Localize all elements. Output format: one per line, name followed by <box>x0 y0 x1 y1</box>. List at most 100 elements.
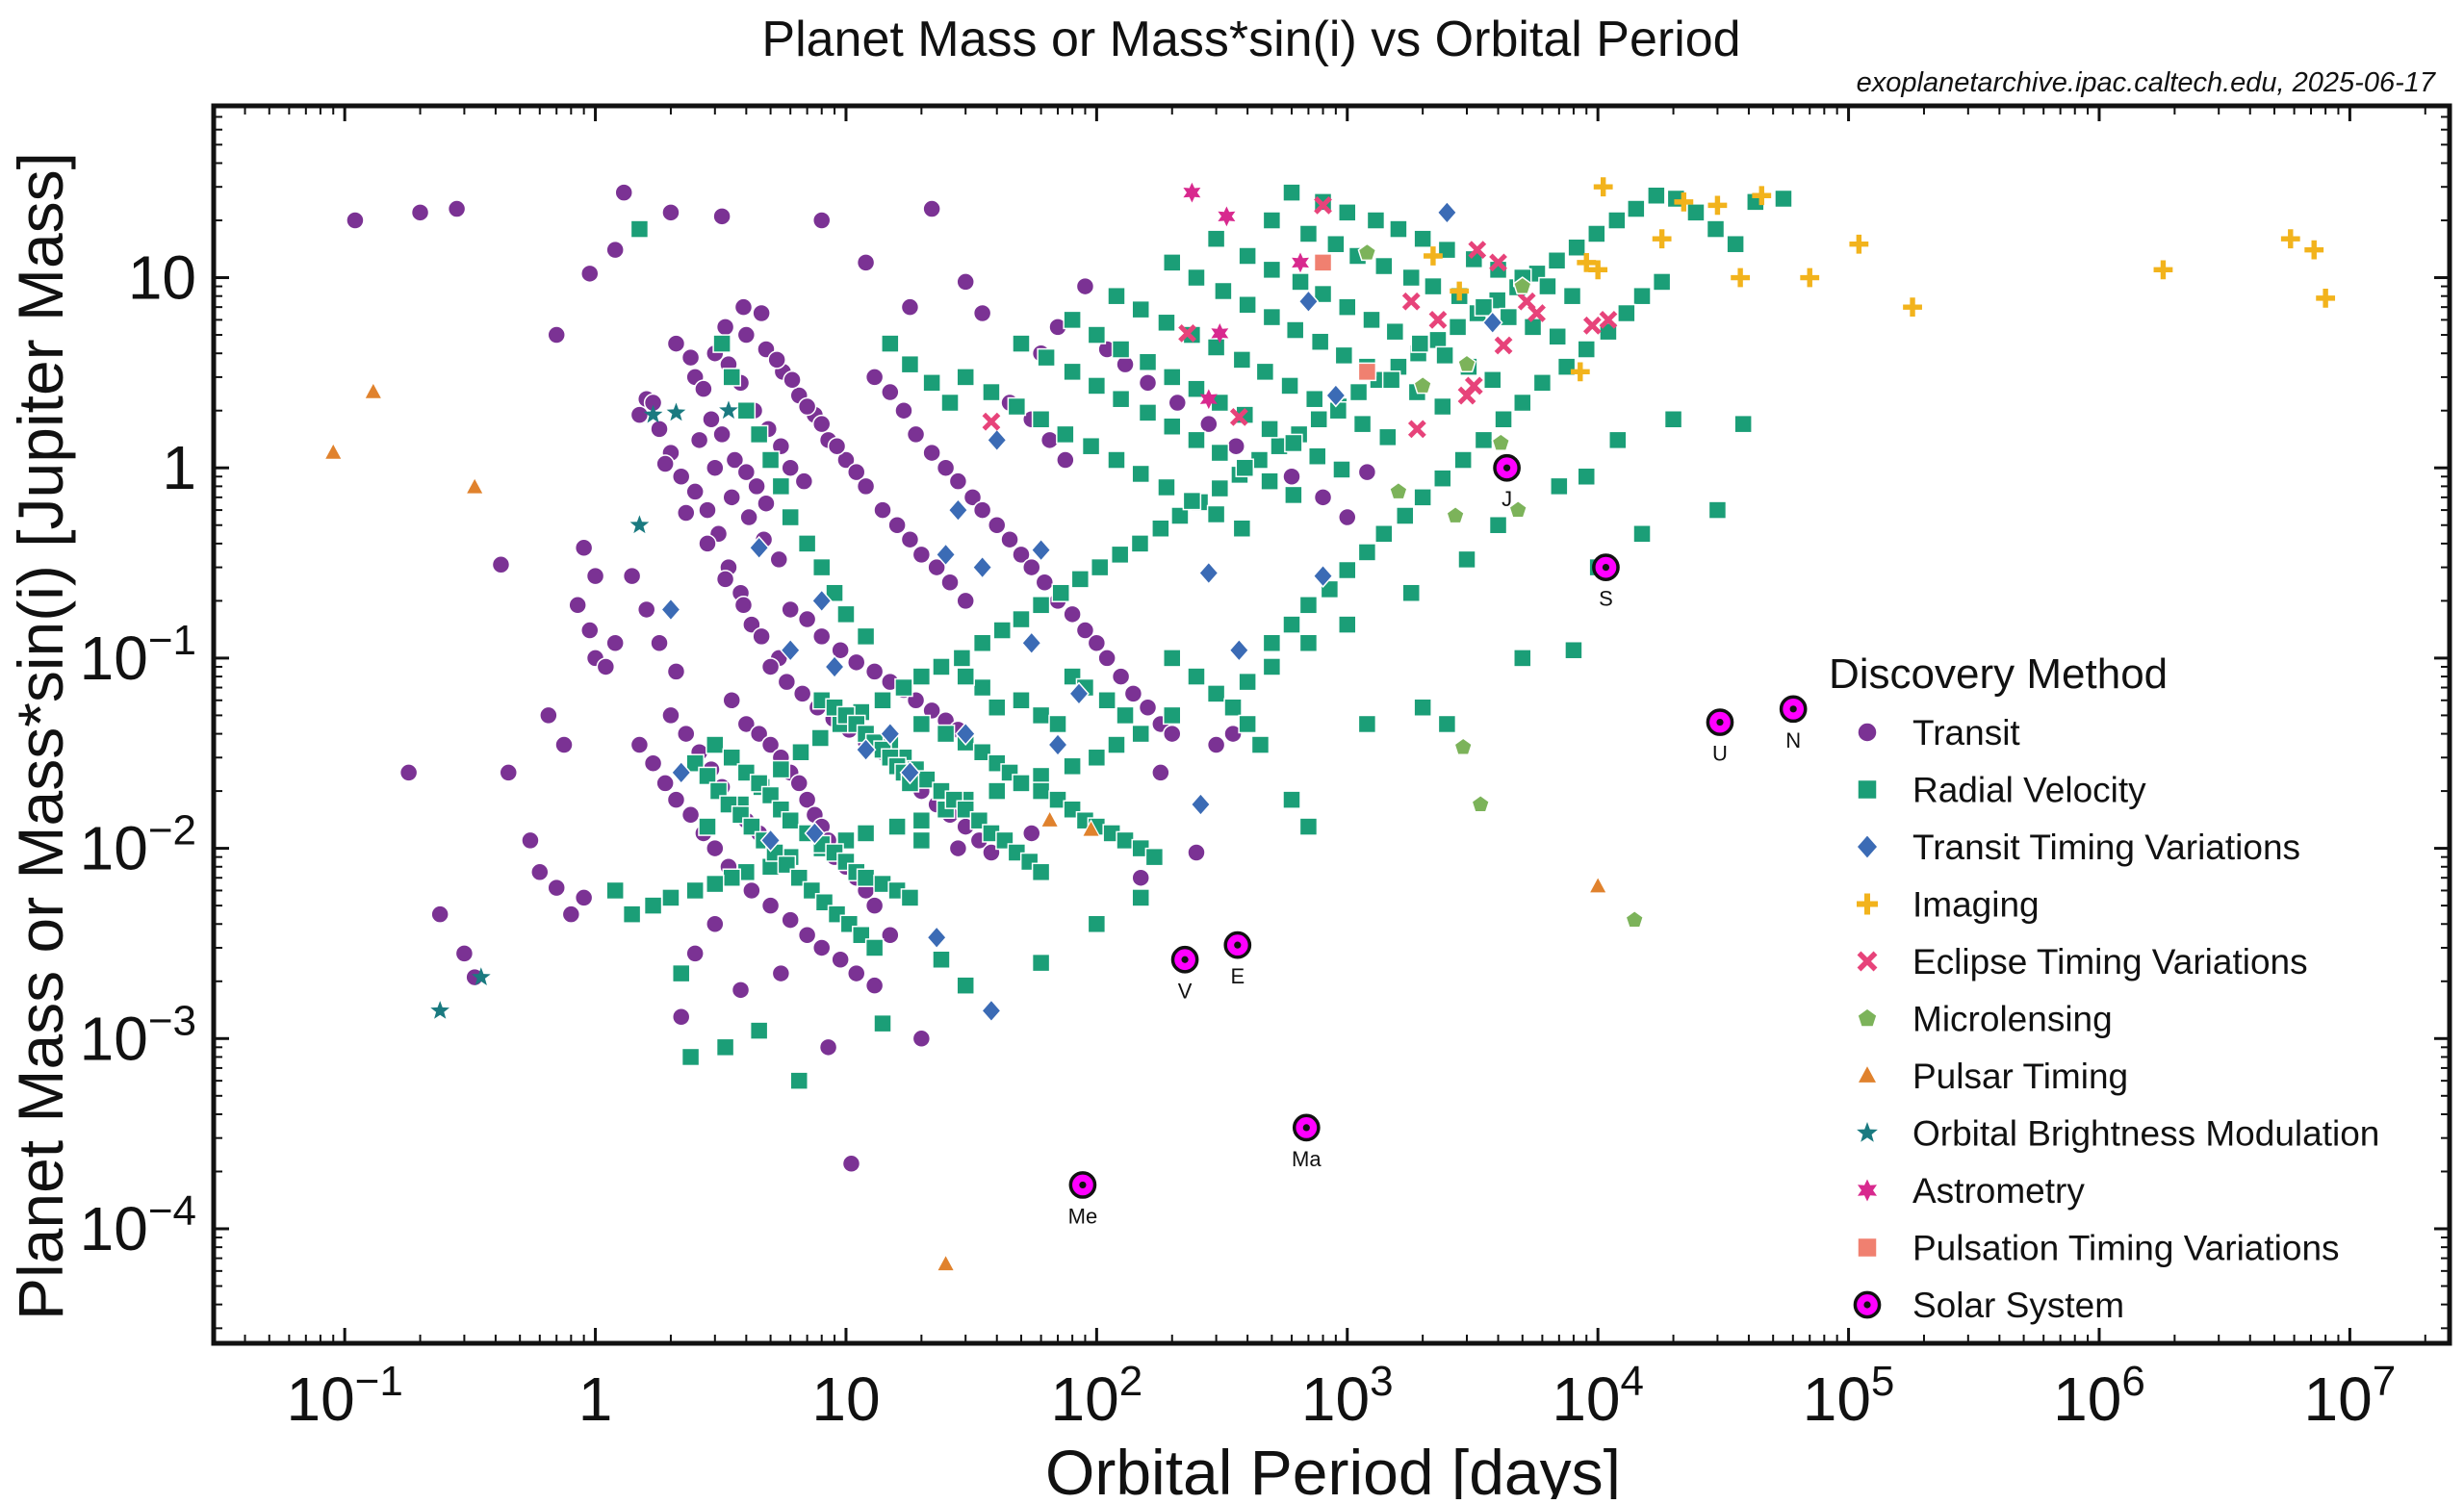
data-point <box>1163 649 1182 668</box>
data-point <box>1357 242 1377 262</box>
data-point <box>900 529 920 549</box>
data-point <box>1232 519 1252 538</box>
data-point <box>660 598 681 622</box>
data-point <box>1187 843 1206 862</box>
data-point <box>605 240 625 260</box>
data-point <box>722 691 741 710</box>
data-point <box>1652 272 1672 292</box>
data-point <box>1471 794 1491 813</box>
solar-dot <box>1602 563 1610 572</box>
data-point <box>430 905 449 924</box>
data-point <box>1012 545 1031 565</box>
data-point <box>1087 748 1107 768</box>
data-point <box>873 500 892 520</box>
data-point <box>1577 340 1597 359</box>
data-point <box>346 211 365 230</box>
data-point <box>972 500 992 520</box>
data-point <box>1338 560 1357 580</box>
data-point <box>447 199 467 218</box>
data-point <box>1413 488 1432 507</box>
data-point <box>1627 199 1646 218</box>
data-point <box>1362 310 1381 330</box>
data-point <box>932 657 951 676</box>
data-point <box>1512 276 1532 294</box>
data-point <box>1326 234 1346 254</box>
data-point <box>1401 268 1421 288</box>
data-point <box>1752 186 1772 206</box>
data-point <box>1262 211 1282 230</box>
legend-item: Microlensing <box>1857 1000 2113 1039</box>
data-point <box>972 742 992 762</box>
data-point <box>1523 318 1543 337</box>
data-point <box>1374 524 1394 544</box>
legend-marker <box>1857 951 1878 972</box>
data-point <box>831 640 850 660</box>
data-point <box>887 817 907 836</box>
data-point <box>1632 286 1652 306</box>
data-point <box>670 760 692 785</box>
data-point <box>771 436 791 456</box>
data-point <box>698 766 717 786</box>
data-point <box>936 1253 956 1272</box>
data-point <box>629 735 650 754</box>
data-point <box>706 838 725 858</box>
data-point <box>972 633 992 653</box>
data-point <box>472 967 491 985</box>
data-point <box>911 810 932 830</box>
data-point <box>1313 192 1333 212</box>
data-point <box>1284 433 1303 453</box>
legend-marker <box>1857 1007 1878 1028</box>
legend-marker <box>1856 833 1879 860</box>
data-point <box>1131 299 1150 319</box>
data-point <box>1228 638 1250 663</box>
data-point <box>1107 450 1126 470</box>
data-point <box>760 785 781 805</box>
data-point <box>1686 203 1706 222</box>
data-point <box>1048 790 1067 809</box>
data-point <box>1260 420 1279 439</box>
data-point <box>1482 370 1502 390</box>
data-point <box>1163 368 1182 387</box>
data-point <box>1570 362 1590 382</box>
data-point <box>1131 868 1150 887</box>
data-point <box>1183 182 1201 203</box>
data-point <box>1206 504 1226 524</box>
data-point <box>580 264 600 284</box>
data-point <box>1116 830 1135 851</box>
data-point <box>864 662 885 681</box>
solar-label: J <box>1502 487 1512 511</box>
data-point <box>757 494 776 513</box>
data-point <box>1564 640 1583 660</box>
data-point <box>1238 294 1257 315</box>
data-point <box>1310 332 1330 351</box>
data-point <box>1031 781 1051 801</box>
data-point <box>1381 370 1401 390</box>
data-point <box>1437 714 1457 734</box>
data-point <box>1229 408 1248 426</box>
data-point <box>781 810 800 830</box>
data-point <box>771 963 791 983</box>
data-point <box>530 862 550 882</box>
series-imaging <box>1424 177 2336 382</box>
plot-area: 10−1 1 10 102 103 104 105 106 107 10 1 10−1 10−2 10−3… <box>80 103 2452 1434</box>
legend-item: Pulsation Timing Variations <box>1857 1229 2340 1268</box>
data-point <box>932 950 951 970</box>
data-point <box>1238 246 1257 266</box>
data-point <box>1314 195 1332 215</box>
data-point <box>499 763 519 782</box>
legend-label: Pulsation Timing Variations <box>1912 1229 2340 1268</box>
data-point <box>1226 436 1245 456</box>
data-point <box>797 396 817 417</box>
data-point <box>1040 809 1060 828</box>
data-point <box>712 207 732 226</box>
legend-marker <box>1857 1122 1878 1142</box>
data-point <box>836 450 856 470</box>
data-point <box>1022 824 1041 843</box>
data-point <box>1151 519 1170 538</box>
data-point <box>1260 472 1279 491</box>
data-point <box>1012 334 1031 353</box>
y-tick-label: 10 <box>128 243 196 313</box>
data-point <box>1706 708 1734 736</box>
data-point <box>1075 276 1095 296</box>
